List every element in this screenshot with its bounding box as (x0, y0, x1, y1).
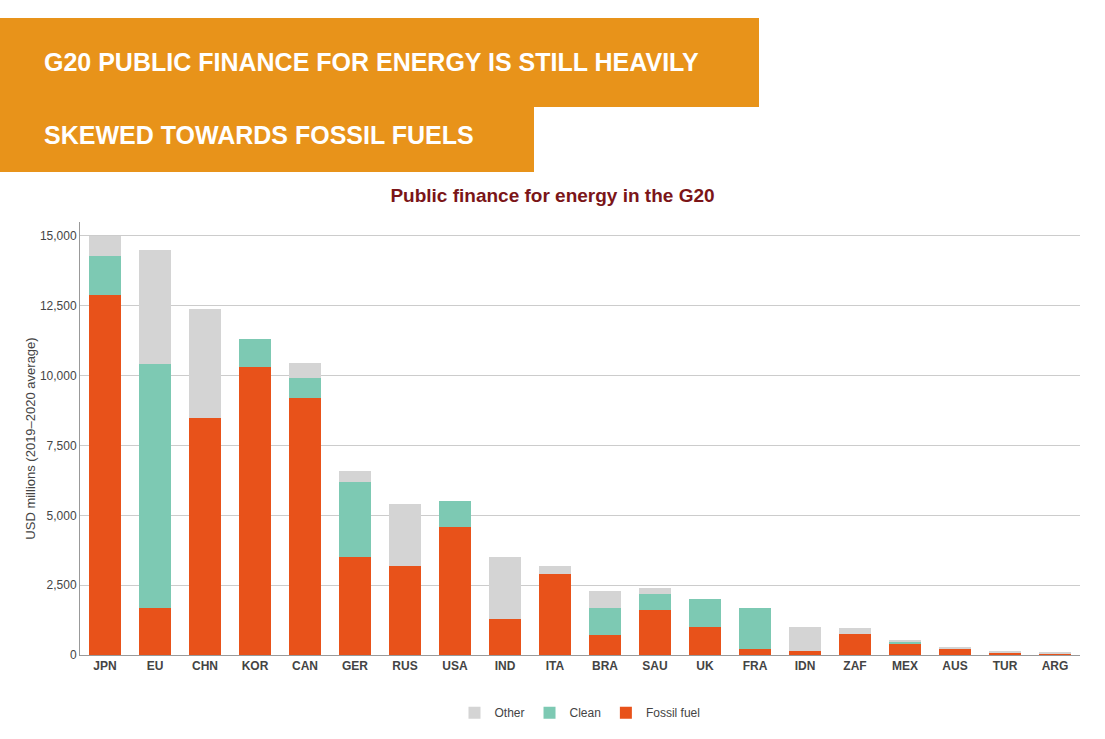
svg-text:FRA: FRA (743, 659, 768, 673)
svg-text:RUS: RUS (392, 659, 417, 673)
svg-text:TUR: TUR (993, 659, 1018, 673)
svg-text:0: 0 (70, 648, 77, 662)
html-text:SKEWED TOWARDS FOSSIL FUELS: SKEWED TOWARDS FOSSIL FUELS (44, 121, 474, 149)
svg-text:IND: IND (495, 659, 516, 673)
svg-text:10,000: 10,000 (40, 369, 77, 383)
svg-text:USA: USA (442, 659, 468, 673)
svg-text:AUS: AUS (942, 659, 967, 673)
svg-text:CAN: CAN (292, 659, 318, 673)
svg-text:Fossil fuel: Fossil fuel (646, 706, 700, 720)
svg-text:KOR: KOR (242, 659, 269, 673)
svg-text:EU: EU (147, 659, 164, 673)
svg-text:ARG: ARG (1042, 659, 1069, 673)
svg-text:ZAF: ZAF (843, 659, 866, 673)
svg-text:5,000: 5,000 (47, 509, 77, 523)
svg-text:USD millions (2019–2020 averag: USD millions (2019–2020 average) (23, 337, 38, 539)
svg-text:Clean: Clean (570, 706, 601, 720)
svg-text:GER: GER (342, 659, 368, 673)
svg-text:MEX: MEX (892, 659, 918, 673)
svg-text:BRA: BRA (592, 659, 618, 673)
svg-text:UK: UK (696, 659, 714, 673)
svg-text:15,000: 15,000 (40, 229, 77, 243)
svg-text:2,500: 2,500 (47, 578, 77, 592)
svg-text:IDN: IDN (795, 659, 816, 673)
svg-text:SAU: SAU (642, 659, 667, 673)
svg-text:7,500: 7,500 (47, 439, 77, 453)
svg-text:12,500: 12,500 (40, 299, 77, 313)
svg-text:ITA: ITA (546, 659, 565, 673)
svg-text:Public finance for energy in t: Public finance for energy in the G20 (390, 185, 714, 206)
svg-text:CHN: CHN (192, 659, 218, 673)
svg-text:Other: Other (495, 706, 525, 720)
html-text:G20 PUBLIC FINANCE FOR ENERGY: G20 PUBLIC FINANCE FOR ENERGY IS STILL H… (44, 48, 699, 76)
svg-text:JPN: JPN (93, 659, 116, 673)
